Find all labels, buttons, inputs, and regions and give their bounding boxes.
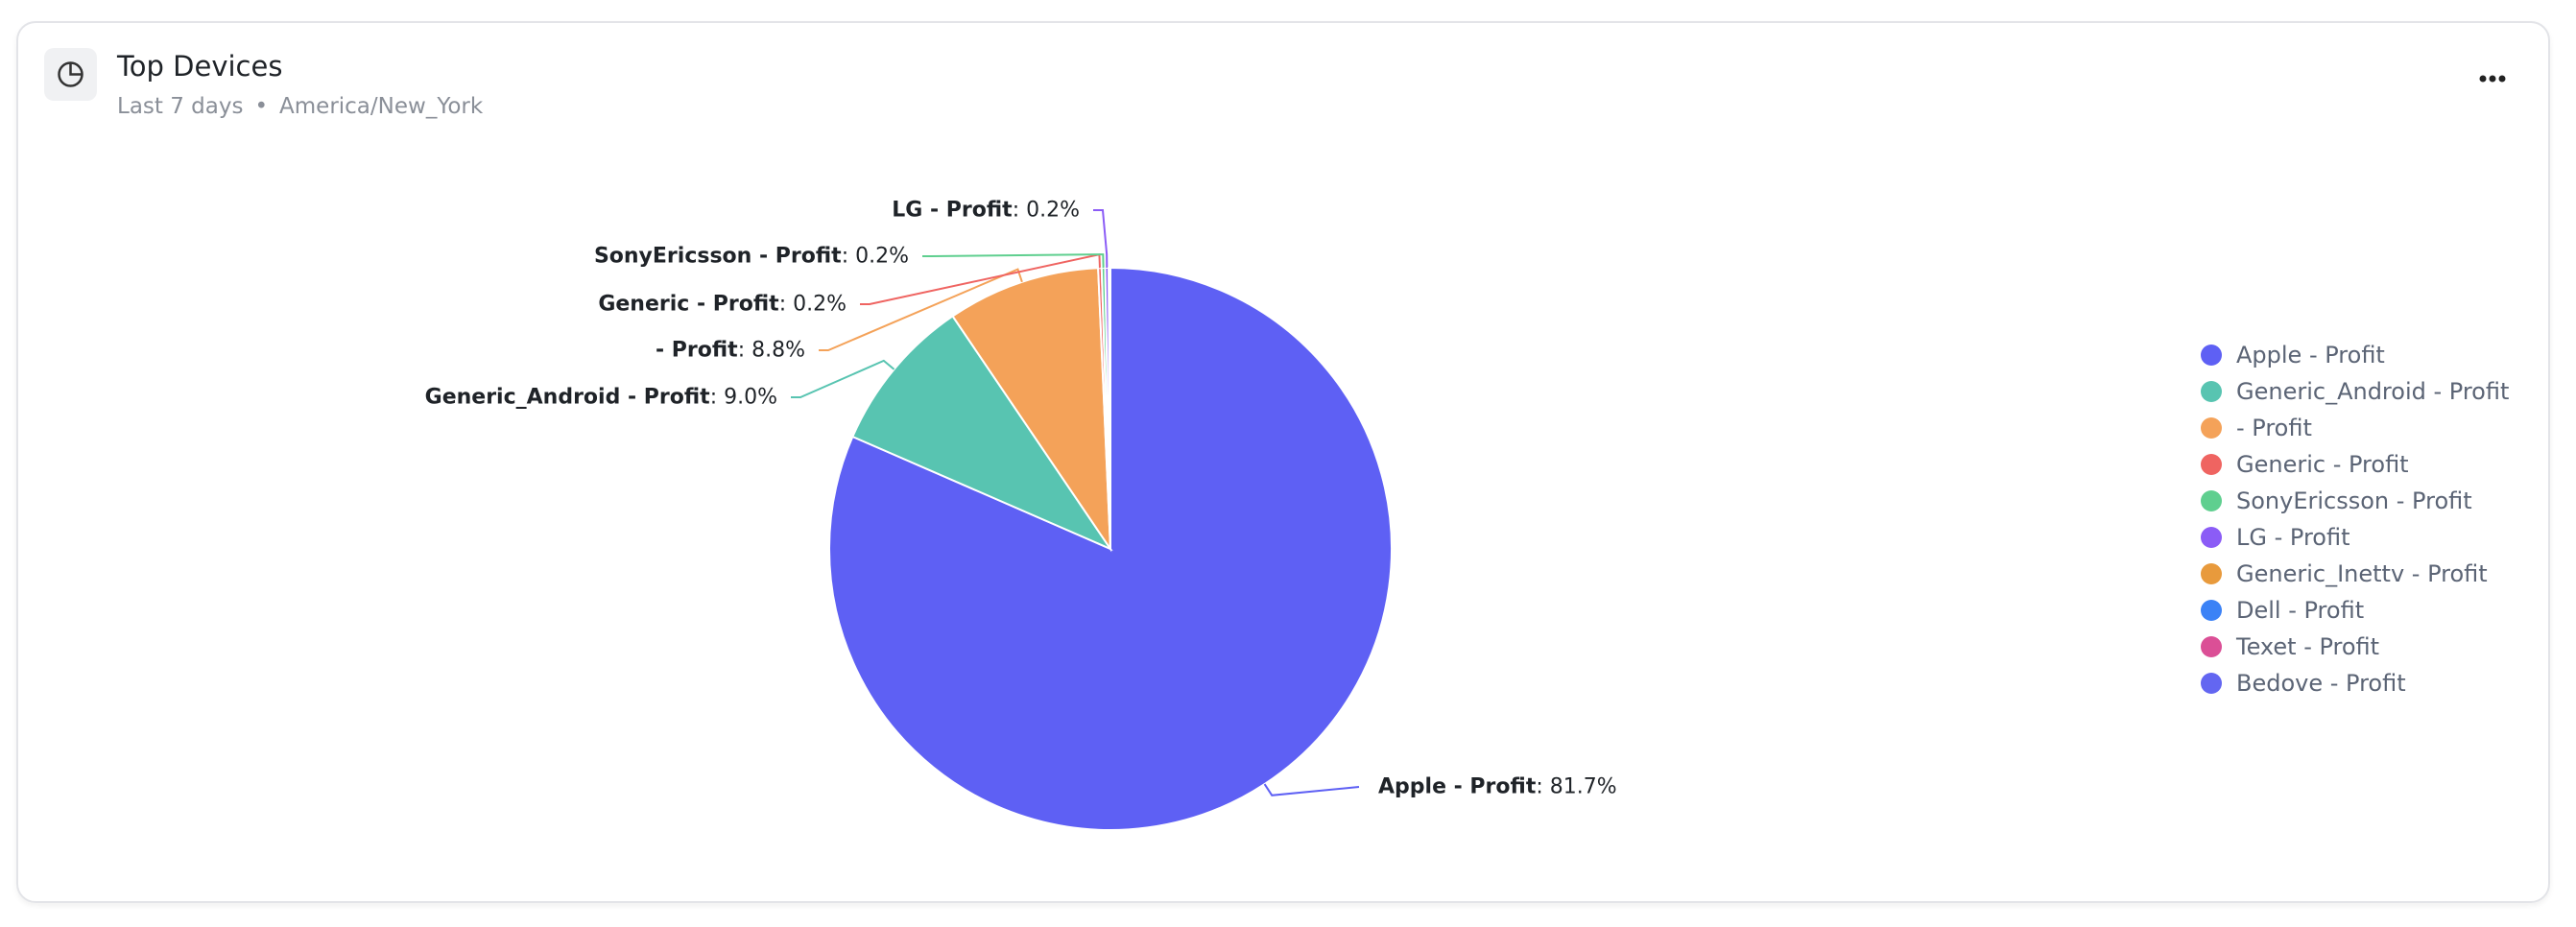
label-value: 0.2%: [842, 245, 909, 269]
legend-marker: [2201, 600, 2222, 621]
data-label: LG - Profit0.2%: [892, 199, 1080, 223]
legend-marker: [2201, 563, 2222, 584]
label-value: 8.8%: [738, 339, 805, 363]
label-name: SonyEricsson - Profit: [593, 244, 842, 269]
label-name: Apple - Profit: [1378, 774, 1537, 799]
label-value: 0.2%: [779, 293, 847, 317]
timezone: America/New_York: [279, 94, 484, 119]
legend-marker: [2201, 417, 2222, 439]
leader-line: [860, 252, 1101, 305]
menu[interactable]: [2479, 75, 2506, 83]
chart-icon: [44, 48, 97, 101]
data-label: Generic_Android - Profit9.0%: [425, 386, 777, 410]
legend-label: Generic - Profit: [2236, 451, 2409, 478]
leader-line: [819, 268, 1023, 351]
leader-line: [791, 359, 895, 398]
data-label: Generic - Profit0.2%: [598, 293, 847, 317]
pie-icon: [58, 61, 83, 87]
label-name: Generic_Android - Profit: [424, 385, 710, 410]
legend-marker: [2201, 454, 2222, 475]
legend-label: Generic_Inettv - Profit: [2236, 560, 2488, 587]
data-label: Apple - Profit81.7%: [1378, 775, 1617, 799]
range: Last 7 days: [117, 94, 244, 119]
label-name: Generic - Profit: [598, 292, 779, 317]
legend-label: Bedove - Profit: [2236, 670, 2406, 697]
title: Top Devices: [117, 50, 283, 83]
legend-label: - Profit: [2236, 415, 2312, 441]
legend-label: Generic_Android - Profit: [2236, 378, 2510, 405]
legend-marker: [2201, 527, 2222, 548]
leader-line: [922, 253, 1105, 269]
legend-marker: [2201, 636, 2222, 657]
card: [16, 21, 2550, 903]
legend-marker: [2201, 381, 2222, 402]
legend-label: Dell - Profit: [2236, 597, 2365, 624]
label-value: 81.7%: [1536, 775, 1616, 799]
legend-label: Apple - Profit: [2236, 342, 2385, 368]
leader-line: [1093, 209, 1109, 269]
legend-marker: [2201, 490, 2222, 511]
leader-line: [1263, 783, 1360, 796]
label-value: 0.2%: [1013, 199, 1080, 223]
data-label: - Profit8.8%: [656, 339, 805, 363]
legend-label: Texet - Profit: [2236, 633, 2380, 660]
subtitle: Last 7 days America/New_York: [117, 94, 483, 119]
legend-label: LG - Profit: [2236, 524, 2350, 551]
legend-marker: [2201, 345, 2222, 366]
legend-marker: [2201, 673, 2222, 694]
label-name: - Profit: [655, 338, 738, 363]
data-label: SonyEricsson - Profit0.2%: [594, 245, 909, 269]
label-value: 9.0%: [710, 386, 777, 410]
label-name: LG - Profit: [892, 198, 1013, 223]
legend-label: SonyEricsson - Profit: [2236, 487, 2472, 514]
